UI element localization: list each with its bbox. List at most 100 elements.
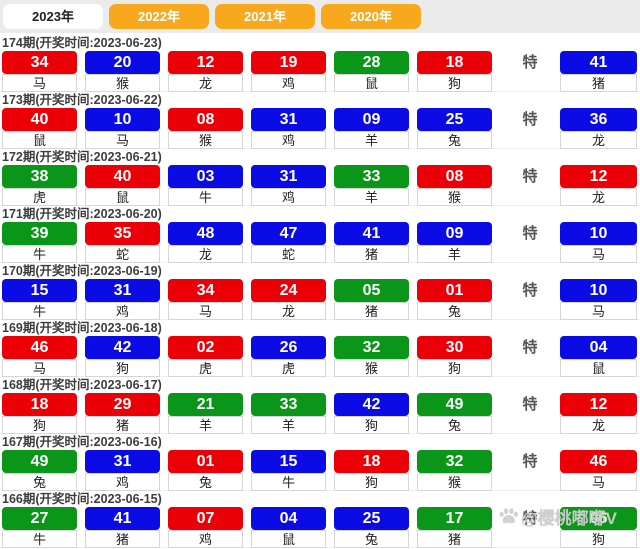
special-ball-cell: 10 马 xyxy=(560,279,637,320)
ball-cell: 20 猴 xyxy=(85,51,160,92)
zodiac-label: 猪 xyxy=(334,302,409,320)
ball-cell: 08 猴 xyxy=(168,108,243,149)
ball-cell: 19 鸡 xyxy=(251,51,326,92)
ball-cell: 49 兔 xyxy=(417,393,492,434)
ball-cell: 15 牛 xyxy=(2,279,77,320)
tab-year-2021[interactable]: 2021年 xyxy=(215,4,315,29)
tab-year-2020[interactable]: 2020年 xyxy=(321,4,421,29)
number-ball: 40 xyxy=(2,108,77,131)
ball-cell: 03 牛 xyxy=(168,165,243,206)
zodiac-label: 龙 xyxy=(251,302,326,320)
zodiac-label: 猪 xyxy=(417,530,492,548)
ball-cell: 01 兔 xyxy=(417,279,492,320)
zodiac-label: 羊 xyxy=(334,131,409,149)
number-ball: 19 xyxy=(251,51,326,74)
number-ball: 18 xyxy=(417,51,492,74)
zodiac-label: 马 xyxy=(168,302,243,320)
zodiac-label: 马 xyxy=(2,359,77,377)
ball-cell: 27 牛 xyxy=(2,507,77,548)
ball-cell: 47 蛇 xyxy=(251,222,326,263)
zodiac-label: 猴 xyxy=(417,473,492,491)
ball-cell: 38 虎 xyxy=(2,165,77,206)
special-label: 特 xyxy=(522,339,538,356)
zodiac-label: 鸡 xyxy=(251,74,326,92)
zodiac-label: 狗 xyxy=(417,74,492,92)
number-ball: 15 xyxy=(2,279,77,302)
number-ball: 41 xyxy=(334,222,409,245)
zodiac-label: 兔 xyxy=(417,416,492,434)
number-ball: 10 xyxy=(560,279,637,302)
ball-cell: 32 猴 xyxy=(417,450,492,491)
zodiac-label: 马 xyxy=(2,74,77,92)
zodiac-label: 猪 xyxy=(560,74,637,92)
zodiac-label: 牛 xyxy=(2,530,77,548)
tab-year-2022[interactable]: 2022年 xyxy=(109,4,209,29)
number-ball: 10 xyxy=(85,108,160,131)
number-ball: 33 xyxy=(334,165,409,188)
ball-cell: 08 猴 xyxy=(417,165,492,206)
ball-cell: 28 鼠 xyxy=(334,51,409,92)
zodiac-label: 猪 xyxy=(334,245,409,263)
number-ball: 04 xyxy=(251,507,326,530)
number-ball: 09 xyxy=(417,222,492,245)
year-tabbar: 2023年 2022年 2021年 2020年 xyxy=(0,0,640,33)
number-ball: 34 xyxy=(2,51,77,74)
zodiac-label: 猴 xyxy=(334,359,409,377)
draw-header: 170期(开奖时间:2023-06-19) xyxy=(2,264,162,278)
ball-cell: 31 鸡 xyxy=(85,279,160,320)
number-ball: 32 xyxy=(417,450,492,473)
zodiac-label: 羊 xyxy=(251,416,326,434)
ball-cell: 32 猴 xyxy=(334,336,409,377)
number-ball: 46 xyxy=(2,336,77,359)
ball-cell: 33 羊 xyxy=(251,393,326,434)
draw-section: 166期(开奖时间:2023-06-15) 27 牛 41 猪 07 鸡 04 鼠 25 兔 17 猪特… xyxy=(0,491,640,548)
zodiac-label: 龙 xyxy=(168,245,243,263)
ball-cell: 15 牛 xyxy=(251,450,326,491)
special-label: 特 xyxy=(522,54,538,71)
special-ball-cell: 10 马 xyxy=(560,222,637,263)
number-ball: 30 xyxy=(417,336,492,359)
zodiac-label: 兔 xyxy=(417,302,492,320)
ball-cell: 18 狗 xyxy=(2,393,77,434)
ball-row: 49 兔 31 鸡 01 兔 15 牛 18 狗 32 猴特 46 马 xyxy=(2,450,640,491)
number-ball: 27 xyxy=(2,507,77,530)
ball-cell: 48 龙 xyxy=(168,222,243,263)
number-ball: 18 xyxy=(2,393,77,416)
special-label: 特 xyxy=(522,225,538,242)
ball-cell: 40 鼠 xyxy=(85,165,160,206)
number-ball: 12 xyxy=(560,393,637,416)
ball-row: 40 鼠 10 马 08 猴 31 鸡 09 羊 25 兔特 36 龙 xyxy=(2,108,640,149)
ball-cell: 05 猪 xyxy=(334,279,409,320)
zodiac-label: 鼠 xyxy=(251,530,326,548)
draw-header: 168期(开奖时间:2023-06-17) xyxy=(2,378,162,392)
ball-cell: 31 鸡 xyxy=(251,108,326,149)
ball-row: 15 牛 31 鸡 34 马 24 龙 05 猪 01 兔特 10 马 xyxy=(2,279,640,320)
special-label: 特 xyxy=(522,111,538,128)
zodiac-label: 兔 xyxy=(2,473,77,491)
tab-year-2023[interactable]: 2023年 xyxy=(3,4,103,29)
number-ball: 39 xyxy=(2,222,77,245)
number-ball: 08 xyxy=(417,165,492,188)
special-label: 特 xyxy=(522,510,538,527)
draw-header: 169期(开奖时间:2023-06-18) xyxy=(2,321,162,335)
number-ball: 04 xyxy=(560,336,637,359)
number-ball: 18 xyxy=(334,450,409,473)
zodiac-label: 猴 xyxy=(168,131,243,149)
zodiac-label: 鼠 xyxy=(2,131,77,149)
number-ball: 31 xyxy=(85,279,160,302)
number-ball: 38 xyxy=(2,165,77,188)
zodiac-label: 牛 xyxy=(251,473,326,491)
ball-cell: 34 马 xyxy=(168,279,243,320)
ball-cell: 04 鼠 xyxy=(251,507,326,548)
ball-cell: 31 鸡 xyxy=(85,450,160,491)
zodiac-label: 龙 xyxy=(560,416,637,434)
number-ball: 08 xyxy=(168,108,243,131)
zodiac-label: 狗 xyxy=(334,473,409,491)
ball-cell: 25 兔 xyxy=(417,108,492,149)
ball-cell: 07 鸡 xyxy=(168,507,243,548)
ball-cell: 35 蛇 xyxy=(85,222,160,263)
ball-cell: 01 兔 xyxy=(168,450,243,491)
zodiac-label: 马 xyxy=(560,302,637,320)
draw-header: 166期(开奖时间:2023-06-15) xyxy=(2,492,162,506)
ball-cell: 39 牛 xyxy=(2,222,77,263)
